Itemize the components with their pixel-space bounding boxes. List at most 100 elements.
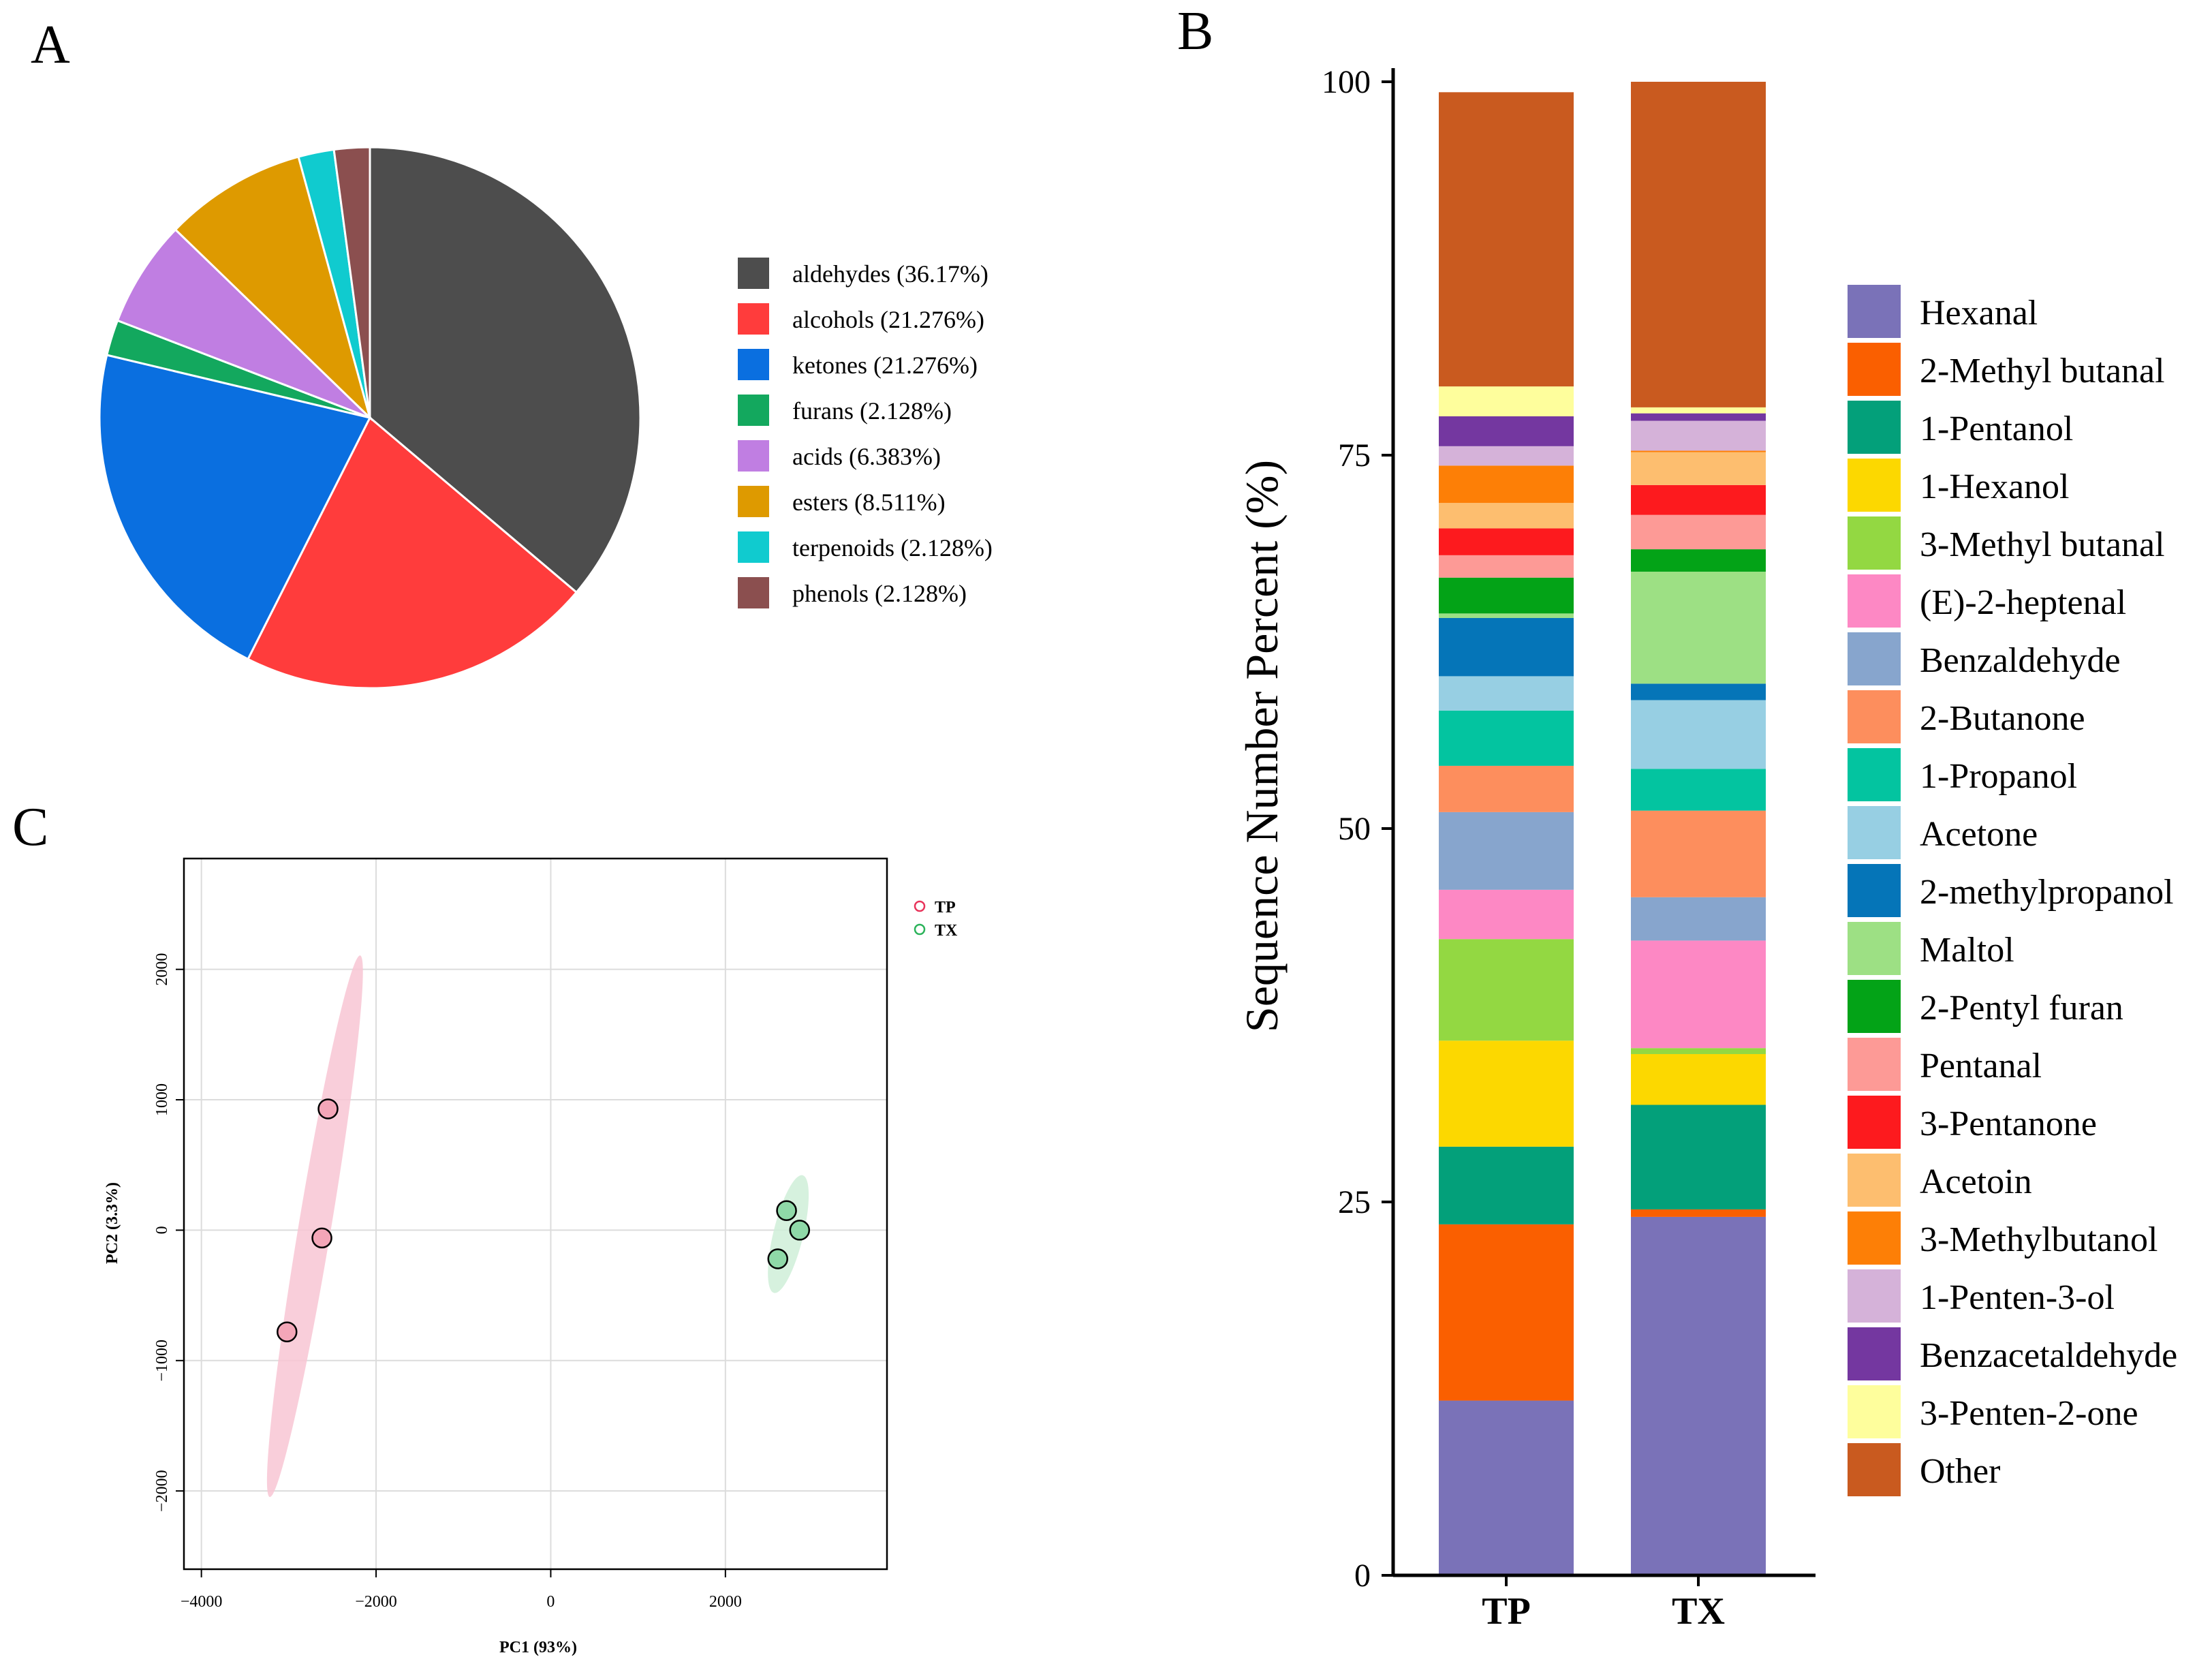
pca-confidence-ellipse-tp [266,955,363,1498]
bar-segment-tx-3-methylbutanol [1631,450,1766,452]
pca-y-axis-title: PC2 (3.3%) [104,1182,121,1264]
pca-point-tp [311,1227,332,1249]
bar-segment-tx-2-methylpropanol [1631,683,1766,700]
bar-segment-tx-2-methyl-butanal [1631,1209,1766,1217]
bar-segment-tx-3-penten-2-one [1631,407,1766,414]
bar-axes: 0 25 50 75 100 TP TX [1322,64,1816,1633]
bar-segment-tp-2-methylpropanol [1439,617,1574,677]
bar-segment-tx-pentanal [1631,514,1766,550]
bar-segment-tp-2-methyl-butanal [1439,1224,1574,1401]
legend-label-acetone: Acetone [1920,815,2038,854]
bar-segment-tp-acetone [1439,676,1574,711]
bar-segment-tp-1-pentanol [1439,1146,1574,1224]
legend-swatch-1-pentanol [1848,401,1901,454]
bar-segment-tp-2-butanone [1439,765,1574,812]
legend-swatch-alcohols [738,303,769,335]
legend-swatch-acetone [1848,806,1901,859]
pca-x-tick-label: −2000 [355,1593,397,1611]
bar-segment-tx-acetone [1631,700,1766,769]
bar-legend: Hexanal 2-Methyl butanal 1-Pentanol 1-Hexan… [1848,285,2177,1496]
pca-legend: TP TX [914,899,958,940]
bar-segment-tx-acetoin [1631,452,1766,485]
legend-swatch-2-butanone [1848,690,1901,743]
legend-label-1-propanol: 1-Propanol [1920,757,2077,796]
bar-segment-tx-1-hexanol [1631,1053,1766,1105]
bar-segment-tp-benzacetaldehyde [1439,416,1574,446]
bar-segment-tx-1-propanol [1631,769,1766,811]
bar-segment-tx-3-methyl-butanal [1631,1048,1766,1054]
legend-label-other: Other [1920,1452,2000,1491]
legend-swatch-2-methylpropanol [1848,864,1901,917]
legend-swatch-3-pentanone [1848,1096,1901,1149]
legend-swatch-esters [738,486,769,517]
bar-y-axis-title: Sequence Number Percent (%) [1236,460,1288,1032]
panel-label-a: A [31,15,70,75]
pie-slice-esters [174,155,372,421]
bar-segment-tp-benzaldehyde [1439,812,1574,890]
legend-label-1-hexanol: 1-Hexanol [1920,467,2069,506]
legend-label-terpenoids: terpenoids (2.128%) [792,534,993,561]
bar-segment-tp-acetoin [1439,503,1574,529]
legend-label-2-pentyl-furan: 2-Pentyl furan [1920,989,2123,1028]
legend-label-3-penten-2-one: 3-Penten-2-one [1920,1394,2138,1433]
bar-segment-tx-1-pentanol [1631,1105,1766,1209]
legend-label-benzaldehyde: Benzaldehyde [1920,641,2121,680]
legend-swatch-benzacetaldehyde [1848,1327,1901,1380]
pie-slices [98,146,642,690]
pie-slice-acids [116,228,371,419]
legend-swatch-acetoin [1848,1154,1901,1207]
pca-legend-marker-tx [914,923,926,936]
legend-swatch-benzaldehyde [1848,632,1901,685]
pca-legend-label-tx: TX [935,922,958,940]
pca-legend-label-tp: TP [935,899,956,916]
legend-swatch-ketones [738,349,769,380]
bar-segment-tp-1-propanol [1439,710,1574,766]
pca-x-tick-label: 0 [546,1593,555,1611]
legend-swatch-furans [738,395,769,426]
legend-swatch-1-penten-3-ol [1848,1269,1901,1323]
pca-axes: −4000 −2000 0 2000 −2000 −1000 0 1000 2000 [153,857,888,1611]
pca-y-tick-label: 2000 [153,953,171,986]
legend-label-acetoin: Acetoin [1920,1162,2032,1201]
legend-swatch-terpenoids [738,531,769,563]
legend-swatch-pentanal [1848,1038,1901,1091]
legend-label-1-penten-3-ol: 1-Penten-3-ol [1920,1278,2115,1317]
legend-label-maltol: Maltol [1920,931,2014,970]
legend-label-furans: furans (2.128%) [792,397,952,424]
legend-label-alcohols: alcohols (21.276%) [792,306,984,333]
legend-label-3-pentanone: 3-Pentanone [1920,1105,2097,1143]
bar-y-tick-label: 50 [1338,811,1371,847]
bar-segment-tp-2-pentyl-furan [1439,577,1574,614]
pca-scatter-chart: −4000 −2000 0 2000 −2000 −1000 0 1000 2000 PC1 (… [104,857,958,1656]
legend-swatch-acids [738,440,769,472]
bar-y-tick-label: 100 [1322,64,1371,100]
pca-plot-frame [183,857,888,1571]
bar-segment-tp-1-hexanol [1439,1040,1574,1147]
bar-segment-tx-other [1631,82,1766,407]
bar-segment-tx-3-pentanone [1631,484,1766,515]
bar-segment-tp-3-penten-2-one [1439,386,1574,417]
legend-label-hexanal: Hexanal [1920,294,2038,333]
legend-swatch-1-propanol [1848,748,1901,801]
pie-chart: aldehydes (36.17%) alcohols (21.276%) keto… [98,146,993,690]
legend-label-pentanal: Pentanal [1920,1047,2042,1085]
pie-legend: aldehydes (36.17%) alcohols (21.276%) keto… [738,258,993,608]
legend-swatch-e-2-heptenal [1848,574,1901,628]
legend-swatch-hexanal [1848,285,1901,338]
bar-segment-tx-2-pentyl-furan [1631,549,1766,572]
pie-slice-ketones [98,354,372,661]
legend-label-3-methylbutanol: 3-Methylbutanol [1920,1220,2158,1259]
legend-label-3-methyl-butanal: 3-Methyl butanal [1920,525,2165,564]
bar-segments [1439,82,1766,1575]
bar-segment-tp-other [1439,92,1574,387]
legend-swatch-2-methyl-butanal [1848,343,1901,396]
legend-swatch-3-methylbutanol [1848,1211,1901,1265]
legend-label-e-2-heptenal: (E)-2-heptenal [1920,583,2126,622]
pie-slice-phenols [332,146,371,418]
bar-segment-tp-1-penten-3-ol [1439,446,1574,466]
pca-point-tx [789,1220,811,1241]
legend-label-2-methylpropanol: 2-methylpropanol [1920,873,2174,912]
legend-label-esters: esters (8.511%) [792,489,946,516]
legend-label-aldehydes: aldehydes (36.17%) [792,260,988,288]
bar-x-tick-label-tx: TX [1672,1590,1725,1633]
